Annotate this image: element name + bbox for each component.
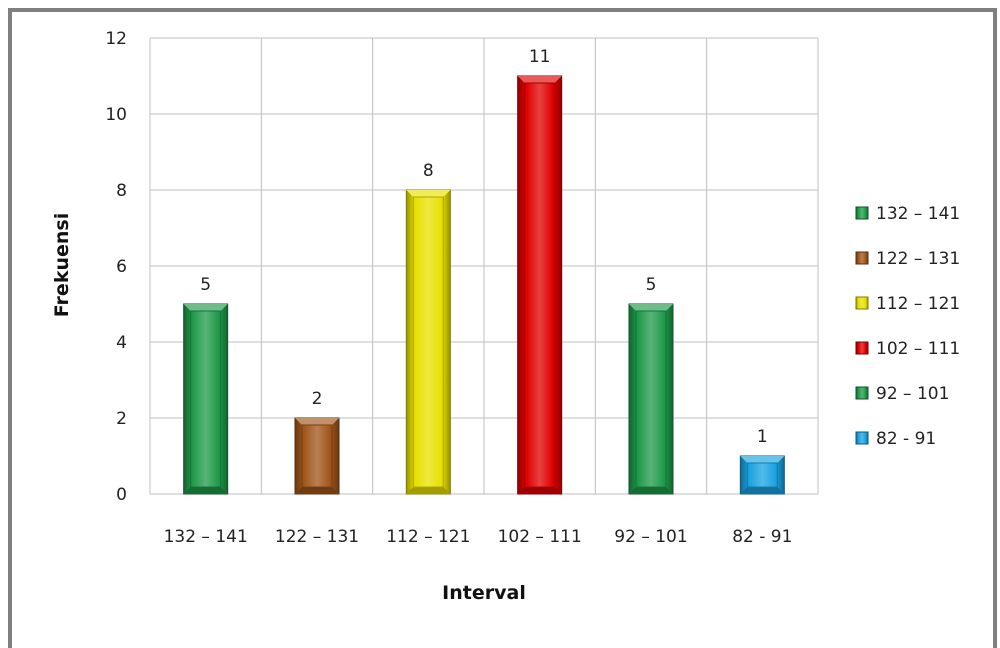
data-label: 1 <box>757 427 768 447</box>
y-axis-title: Frekuensi <box>51 213 73 317</box>
y-tick-label: 2 <box>116 409 127 429</box>
bar-chart: 0 2 4 6 8 10 12 5 2 8 11 5 1 132 – 141 122 – 131 112 … <box>51 29 960 604</box>
x-tick-label: 132 – 141 <box>164 527 248 547</box>
data-label: 2 <box>312 389 323 409</box>
data-label: 11 <box>529 47 551 67</box>
legend-label: 102 – 111 <box>876 339 960 359</box>
bar <box>628 303 674 495</box>
x-tick-label: 92 – 101 <box>614 527 687 547</box>
y-tick-label: 8 <box>116 181 127 201</box>
legend-swatch <box>855 431 869 445</box>
legend: 132 – 141 122 – 131 112 – 121 102 – 111 92 –… <box>855 204 960 449</box>
bar <box>517 75 563 495</box>
legend-swatch <box>855 386 869 400</box>
data-labels: 5 2 8 11 5 1 <box>200 47 767 447</box>
chart-frame <box>8 8 997 648</box>
x-axis-ticks: 132 – 141 122 – 131 112 – 121 102 – 111 92 –… <box>164 527 793 547</box>
bar <box>183 303 229 495</box>
legend-swatch <box>855 296 869 310</box>
bar <box>405 189 451 495</box>
legend-item: 122 – 131 <box>855 249 960 269</box>
y-axis-ticks: 0 2 4 6 8 10 12 <box>105 29 127 505</box>
y-tick-label: 10 <box>105 105 127 125</box>
legend-label: 122 – 131 <box>876 249 960 269</box>
x-tick-label: 102 – 111 <box>498 527 582 547</box>
y-tick-label: 12 <box>105 29 127 49</box>
legend-item: 82 - 91 <box>855 429 936 449</box>
y-tick-label: 0 <box>116 485 127 505</box>
legend-item: 112 – 121 <box>855 294 960 314</box>
y-tick-label: 6 <box>116 257 127 277</box>
x-axis-title: Interval <box>442 582 526 604</box>
grid <box>149 37 819 495</box>
x-tick-label: 122 – 131 <box>275 527 359 547</box>
x-tick-label: 82 - 91 <box>732 527 792 547</box>
bar <box>294 417 340 495</box>
legend-item: 132 – 141 <box>855 204 960 224</box>
legend-label: 112 – 121 <box>876 294 960 314</box>
legend-item: 102 – 111 <box>855 339 960 359</box>
data-label: 8 <box>423 161 434 181</box>
data-label: 5 <box>200 275 211 295</box>
y-tick-label: 4 <box>116 333 127 353</box>
legend-item: 92 – 101 <box>855 384 949 404</box>
legend-swatch <box>855 251 869 265</box>
data-label: 5 <box>646 275 657 295</box>
x-tick-label: 112 – 121 <box>386 527 470 547</box>
legend-swatch <box>855 341 869 355</box>
legend-label: 132 – 141 <box>876 204 960 224</box>
legend-label: 92 – 101 <box>876 384 949 404</box>
legend-swatch <box>855 206 869 220</box>
bars <box>183 75 785 495</box>
bar <box>739 455 785 495</box>
legend-label: 82 - 91 <box>876 429 936 449</box>
